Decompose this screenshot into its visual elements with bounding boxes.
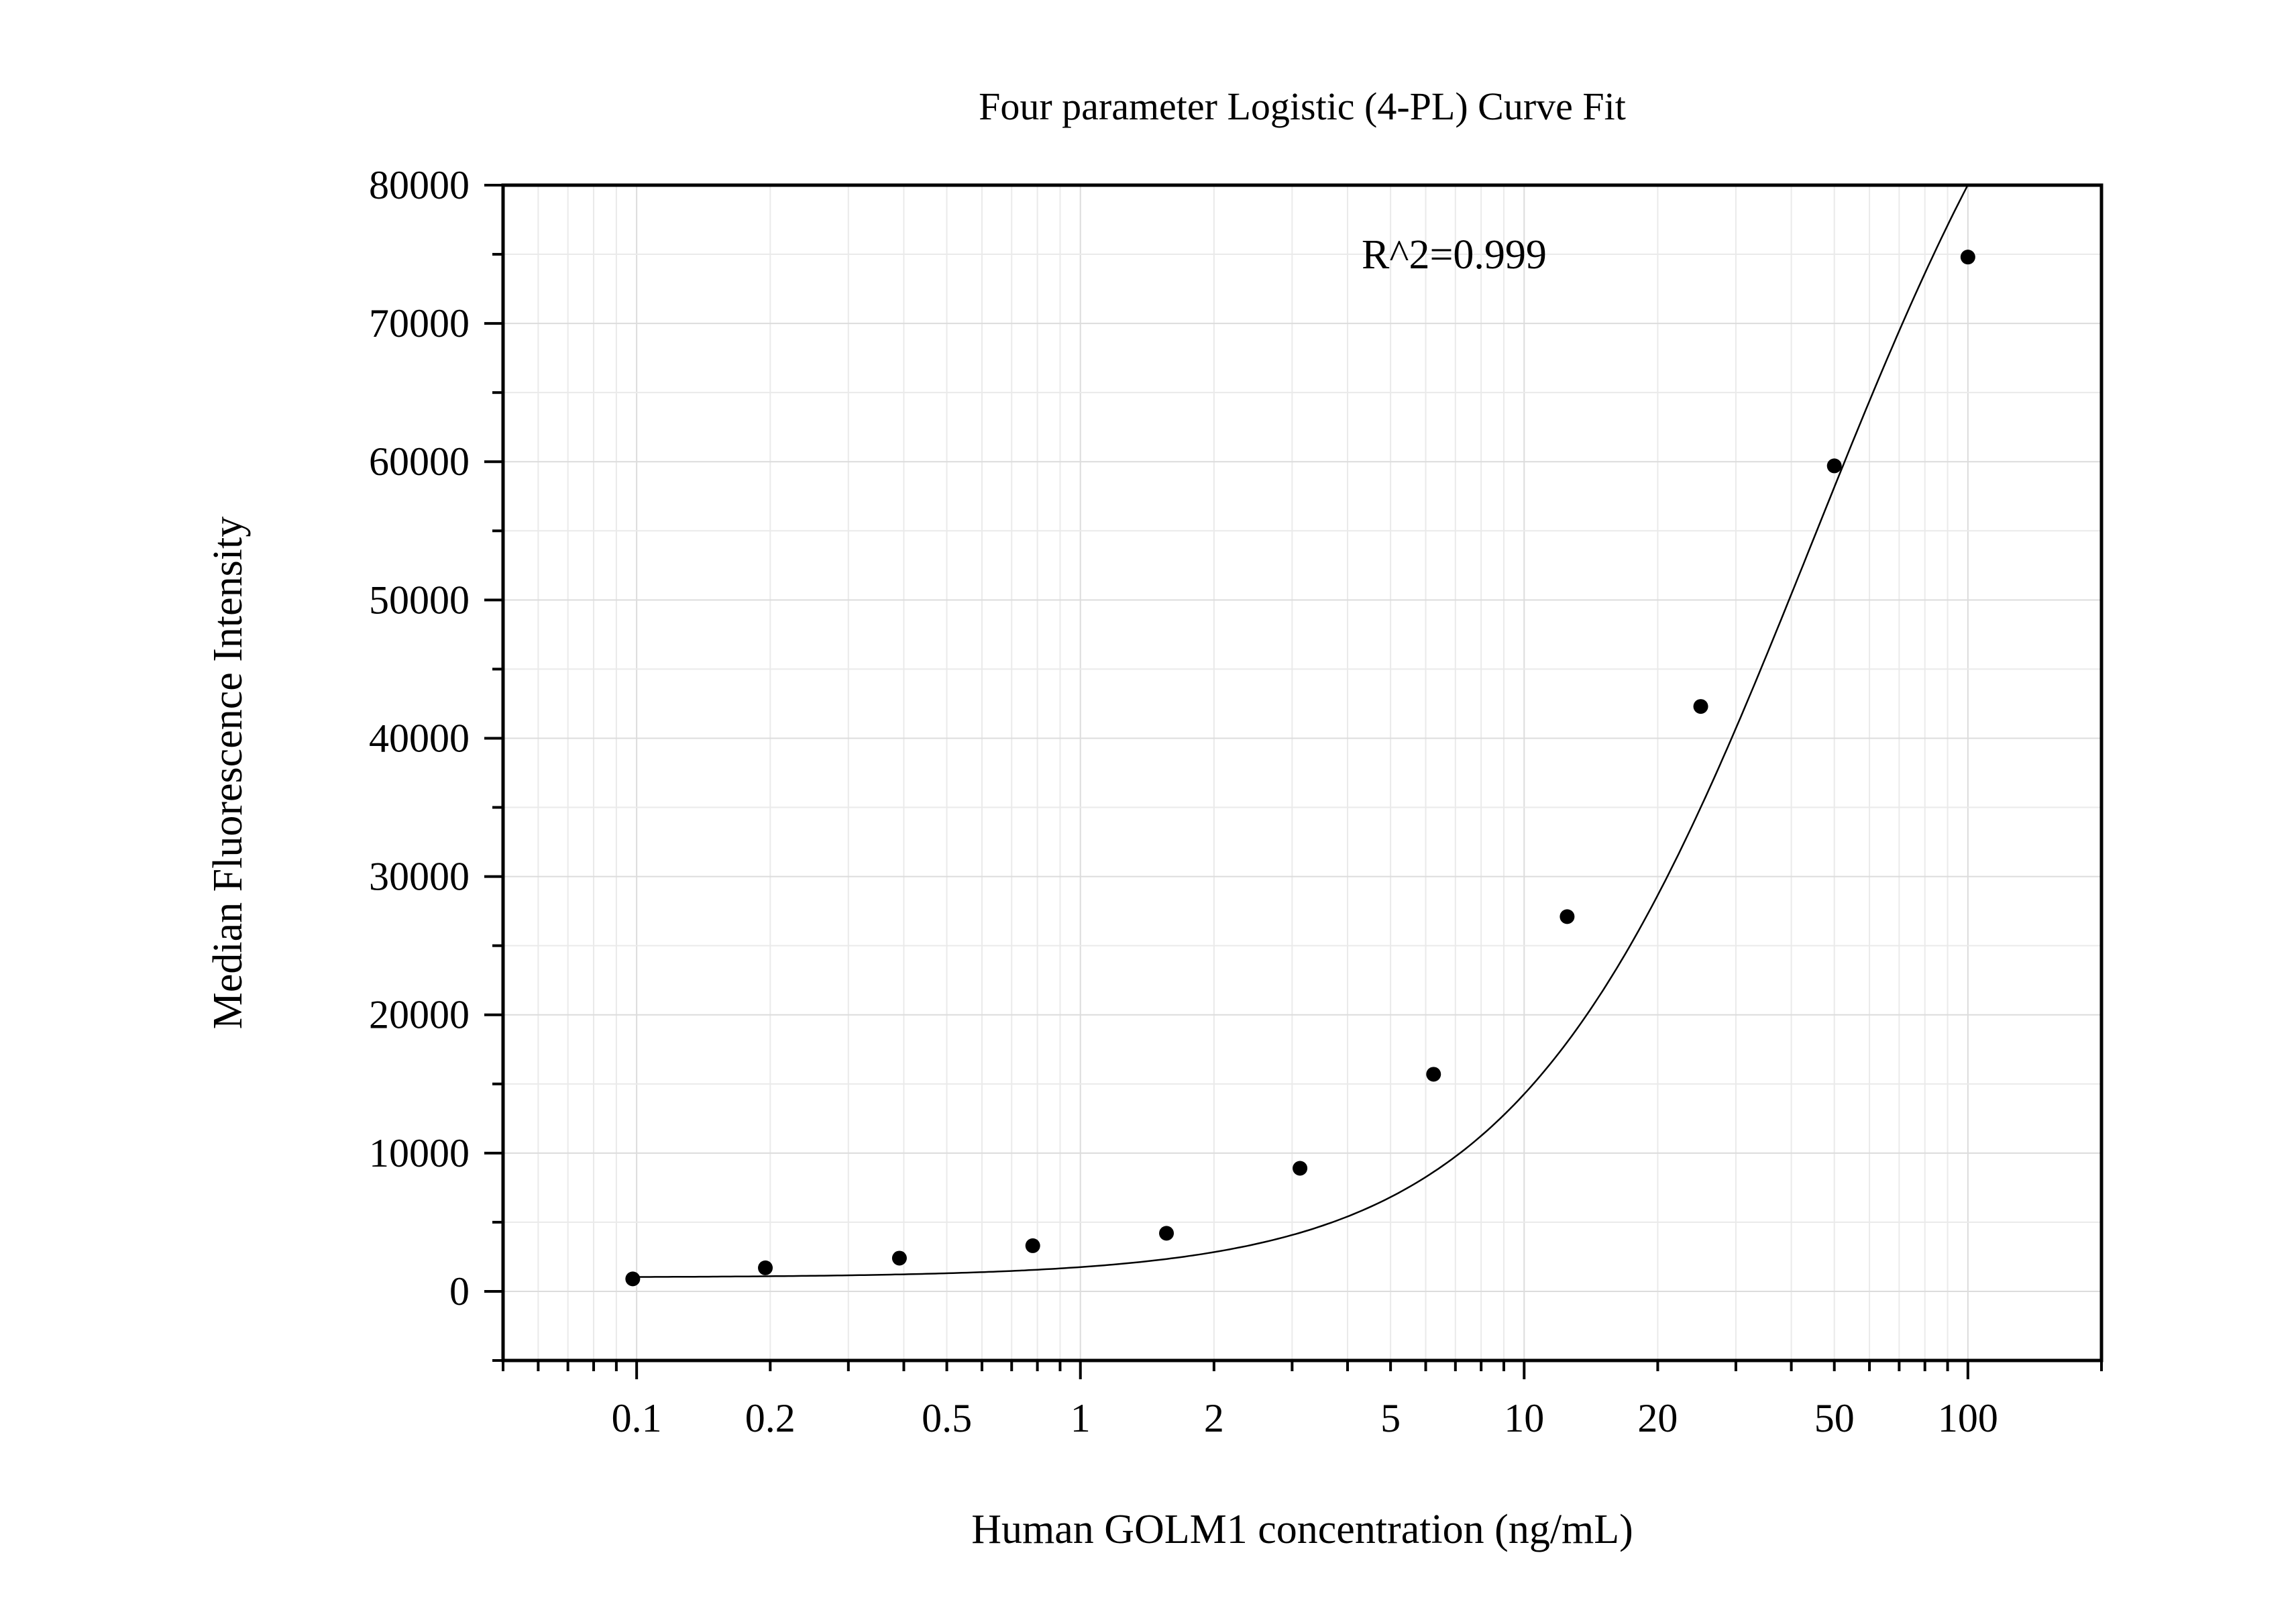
chart-title: Four parameter Logistic (4-PL) Curve Fit (979, 85, 1626, 128)
y-tick-label: 10000 (369, 1131, 470, 1175)
y-tick-label: 50000 (369, 578, 470, 622)
x-axis-label: Human GOLM1 concentration (ng/mL) (971, 1507, 1633, 1552)
y-tick-label: 30000 (369, 855, 470, 899)
x-tick-label: 0.1 (612, 1396, 662, 1440)
x-tick-label: 2 (1204, 1396, 1224, 1440)
x-tick-label: 5 (1380, 1396, 1401, 1440)
data-points (625, 250, 1975, 1287)
y-axis-label: Median Fluorescence Intensity (205, 517, 251, 1029)
x-tick-label: 1 (1071, 1396, 1091, 1440)
data-point (758, 1260, 773, 1275)
fit-curve (633, 184, 1969, 1278)
x-tick-label: 100 (1938, 1396, 1998, 1440)
x-tick-label: 50 (1814, 1396, 1855, 1440)
data-point (1159, 1226, 1174, 1241)
data-point (1693, 699, 1708, 714)
data-point (1293, 1161, 1308, 1176)
y-tick-label: 60000 (369, 439, 470, 484)
plot-frame (501, 183, 2103, 1362)
y-tick-label: 40000 (369, 716, 470, 760)
data-point (1826, 458, 1842, 474)
data-point (625, 1271, 641, 1287)
data-point (1426, 1067, 1441, 1082)
data-point (1960, 250, 1975, 265)
tick-labels: 0.1 0.2 0.5 1 2 5 10 20 50 100 0 10000 20000 30000 400… (369, 163, 1998, 1440)
data-point (1560, 909, 1575, 924)
y-tick-label: 70000 (369, 301, 470, 345)
y-tick-label: 80000 (369, 163, 470, 207)
y-tick-label: 20000 (369, 993, 470, 1037)
data-point (1025, 1238, 1040, 1253)
x-tick-label: 10 (1504, 1396, 1544, 1440)
x-tick-label: 20 (1637, 1396, 1678, 1440)
data-point (891, 1250, 907, 1266)
x-tick-label: 0.5 (922, 1396, 972, 1440)
r-squared-annotation: R^2=0.999 (1362, 232, 1547, 278)
y-tick-label: 0 (449, 1269, 470, 1314)
axis-ticks (484, 184, 2103, 1379)
x-tick-label: 0.2 (745, 1396, 796, 1440)
grid (502, 184, 2102, 1361)
